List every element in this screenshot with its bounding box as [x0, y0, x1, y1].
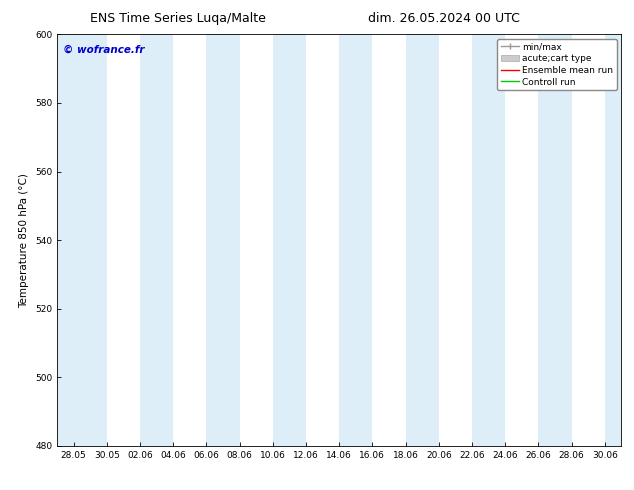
Bar [538, 34, 571, 446]
Text: dim. 26.05.2024 00 UTC: dim. 26.05.2024 00 UTC [368, 12, 520, 25]
Bar [273, 34, 306, 446]
Text: ENS Time Series Luqa/Malte: ENS Time Series Luqa/Malte [89, 12, 266, 25]
Y-axis label: Temperature 850 hPa (°C): Temperature 850 hPa (°C) [20, 172, 29, 308]
Bar [339, 34, 372, 446]
Text: © wofrance.fr: © wofrance.fr [63, 45, 144, 54]
Legend: min/max, acute;cart type, Ensemble mean run, Controll run: min/max, acute;cart type, Ensemble mean … [497, 39, 617, 90]
Bar [406, 34, 439, 446]
Bar [472, 34, 505, 446]
Bar [140, 34, 173, 446]
Bar [605, 34, 621, 446]
Bar [207, 34, 240, 446]
Bar [74, 34, 107, 446]
Bar [57, 34, 74, 446]
